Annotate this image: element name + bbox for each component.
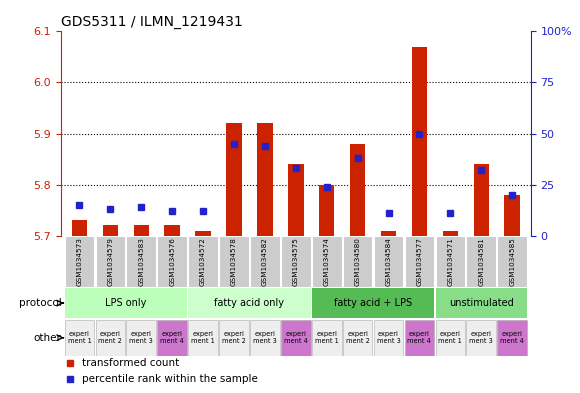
FancyBboxPatch shape	[343, 320, 372, 356]
FancyBboxPatch shape	[281, 236, 311, 286]
Text: GSM1034585: GSM1034585	[509, 237, 515, 286]
Bar	[257, 123, 273, 236]
Text: GSM1034581: GSM1034581	[478, 237, 484, 286]
FancyBboxPatch shape	[312, 236, 342, 286]
FancyBboxPatch shape	[188, 236, 218, 286]
FancyBboxPatch shape	[157, 236, 187, 286]
Bar	[72, 220, 87, 236]
Text: GSM1034571: GSM1034571	[447, 237, 454, 286]
FancyBboxPatch shape	[405, 320, 434, 356]
Text: GSM1034574: GSM1034574	[324, 237, 329, 286]
Text: percentile rank within the sample: percentile rank within the sample	[82, 374, 258, 384]
Text: other: other	[34, 333, 61, 343]
FancyBboxPatch shape	[436, 236, 465, 286]
Text: experi
ment 3: experi ment 3	[376, 331, 400, 344]
FancyBboxPatch shape	[312, 320, 342, 356]
Text: GSM1034580: GSM1034580	[354, 237, 361, 286]
FancyBboxPatch shape	[312, 288, 434, 318]
Bar	[195, 231, 211, 236]
FancyBboxPatch shape	[374, 236, 403, 286]
Text: LPS only: LPS only	[105, 298, 147, 308]
FancyBboxPatch shape	[219, 236, 249, 286]
Text: GSM1034572: GSM1034572	[200, 237, 206, 286]
Text: protocol: protocol	[19, 298, 61, 308]
Text: GSM1034579: GSM1034579	[107, 237, 113, 286]
Bar	[505, 195, 520, 236]
FancyBboxPatch shape	[466, 236, 496, 286]
Text: experi
ment 4: experi ment 4	[500, 331, 524, 344]
Text: experi
ment 4: experi ment 4	[408, 331, 432, 344]
Text: experi
ment 4: experi ment 4	[284, 331, 308, 344]
Text: GSM1034577: GSM1034577	[416, 237, 422, 286]
FancyBboxPatch shape	[126, 236, 156, 286]
Text: experi
ment 2: experi ment 2	[222, 331, 246, 344]
Bar	[319, 185, 335, 236]
Bar	[443, 231, 458, 236]
Text: GDS5311 / ILMN_1219431: GDS5311 / ILMN_1219431	[61, 15, 242, 29]
Text: experi
ment 3: experi ment 3	[129, 331, 153, 344]
Bar	[473, 164, 489, 236]
Text: experi
ment 2: experi ment 2	[99, 331, 122, 344]
Text: experi
ment 1: experi ment 1	[315, 331, 339, 344]
Text: GSM1034578: GSM1034578	[231, 237, 237, 286]
Bar	[103, 226, 118, 236]
Bar	[165, 226, 180, 236]
Text: unstimulated: unstimulated	[449, 298, 514, 308]
Bar	[226, 123, 242, 236]
FancyBboxPatch shape	[436, 320, 465, 356]
FancyBboxPatch shape	[157, 320, 187, 356]
Text: fatty acid + LPS: fatty acid + LPS	[334, 298, 412, 308]
Bar	[288, 164, 303, 236]
FancyBboxPatch shape	[96, 320, 125, 356]
Text: experi
ment 2: experi ment 2	[346, 331, 369, 344]
FancyBboxPatch shape	[497, 320, 527, 356]
Bar	[133, 226, 149, 236]
Text: experi
ment 4: experi ment 4	[160, 331, 184, 344]
FancyBboxPatch shape	[374, 320, 403, 356]
Text: GSM1034583: GSM1034583	[138, 237, 144, 286]
FancyBboxPatch shape	[281, 320, 311, 356]
Text: experi
ment 3: experi ment 3	[469, 331, 493, 344]
Text: GSM1034573: GSM1034573	[77, 237, 82, 286]
Bar	[412, 47, 427, 236]
FancyBboxPatch shape	[250, 236, 280, 286]
FancyBboxPatch shape	[466, 320, 496, 356]
Text: experi
ment 3: experi ment 3	[253, 331, 277, 344]
FancyBboxPatch shape	[64, 320, 95, 356]
FancyBboxPatch shape	[497, 236, 527, 286]
FancyBboxPatch shape	[64, 236, 95, 286]
Text: GSM1034582: GSM1034582	[262, 237, 268, 286]
Text: GSM1034575: GSM1034575	[293, 237, 299, 286]
FancyBboxPatch shape	[250, 320, 280, 356]
FancyBboxPatch shape	[64, 288, 187, 318]
Text: fatty acid only: fatty acid only	[215, 298, 284, 308]
FancyBboxPatch shape	[126, 320, 156, 356]
FancyBboxPatch shape	[405, 236, 434, 286]
Bar	[381, 231, 396, 236]
Text: experi
ment 1: experi ment 1	[67, 331, 91, 344]
Text: GSM1034584: GSM1034584	[386, 237, 392, 286]
Text: experi
ment 1: experi ment 1	[438, 331, 462, 344]
FancyBboxPatch shape	[343, 236, 372, 286]
FancyBboxPatch shape	[96, 236, 125, 286]
FancyBboxPatch shape	[188, 288, 311, 318]
Text: experi
ment 1: experi ment 1	[191, 331, 215, 344]
FancyBboxPatch shape	[219, 320, 249, 356]
Text: GSM1034576: GSM1034576	[169, 237, 175, 286]
Text: transformed count: transformed count	[82, 358, 179, 368]
FancyBboxPatch shape	[188, 320, 218, 356]
Bar	[350, 144, 365, 236]
FancyBboxPatch shape	[436, 288, 527, 318]
